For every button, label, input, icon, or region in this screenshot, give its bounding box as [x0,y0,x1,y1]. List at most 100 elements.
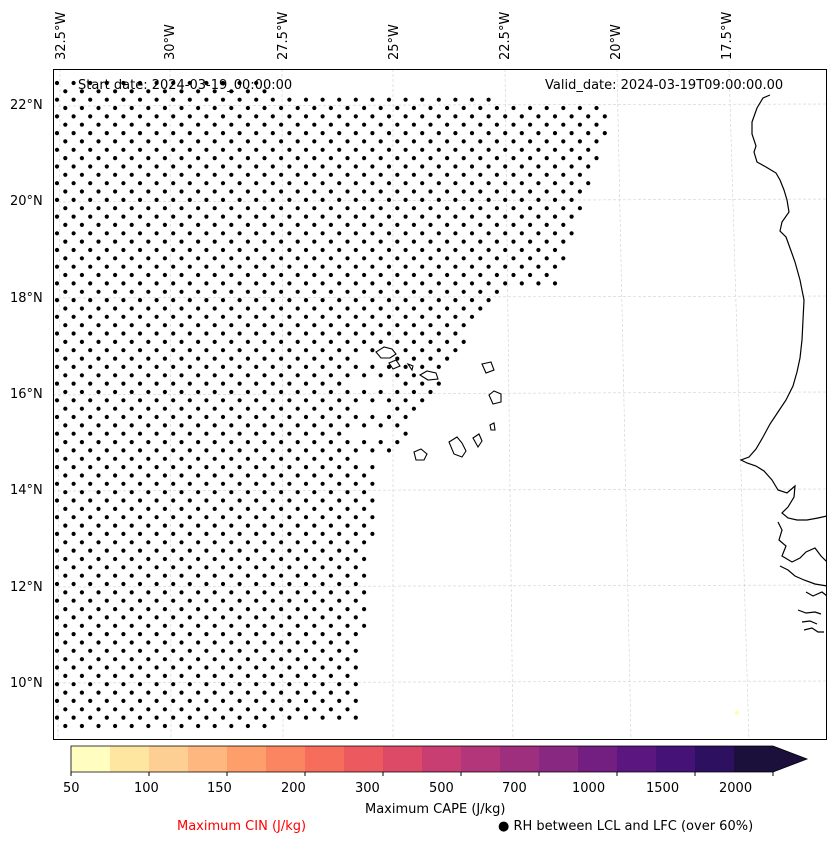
rh-dot [270,665,275,670]
rh-dot [196,272,201,278]
rh-dot [162,156,167,161]
rh-dot [312,239,317,244]
rh-dot [63,122,68,127]
rh-dot [353,715,358,720]
rh-dot [378,389,383,395]
rh-dot [113,707,118,712]
rh-dot [362,222,367,227]
rh-dot [88,231,93,236]
rh-dot [79,339,84,344]
rh-dot [279,590,284,595]
rh-dot [229,456,234,461]
rh-dot [63,406,68,411]
rh-dot [146,456,151,461]
rh-dot [320,615,325,620]
rh-dot [79,657,84,662]
rh-dot [229,89,234,94]
cbar-tick-label: 500 [429,781,454,796]
rh-dot [96,339,101,344]
rh-dot [362,189,367,194]
rh-dot [245,506,250,511]
rh-dot [212,105,217,111]
rh-dot [312,222,317,227]
rh-dot [171,348,176,353]
rh-dot [220,114,226,119]
rh-dot [96,573,101,578]
rh-dot [137,181,143,186]
rh-dot [328,389,333,395]
rh-dot [519,281,524,286]
rh-dot [270,465,275,470]
rh-dot [461,239,466,244]
rh-dot [279,323,284,328]
rh-dot [378,206,383,211]
rh-dot [220,515,226,520]
rh-dot [212,222,217,227]
rh-dot [79,206,84,211]
rh-dot [71,214,76,219]
rh-dot [254,114,259,119]
rh-dot [187,281,192,286]
rh-dot [262,540,267,545]
rh-dot [403,97,408,102]
rh-dot [79,239,84,244]
rh-dot [279,206,284,211]
rh-dot [478,222,483,227]
colorbar-extend-arrow [773,746,807,772]
rh-dot [121,281,126,286]
rh-dot [71,515,76,520]
rh-dot [279,122,284,127]
rh-dot [79,473,84,478]
rh-dot [270,448,275,453]
rh-dot [146,657,151,662]
rh-dot [104,648,109,653]
rh-dot [88,314,93,319]
rh-dot [337,331,342,336]
rh-dot [320,114,325,119]
rh-dot [179,272,184,278]
rh-dot [478,156,483,161]
rh-dot [561,139,566,144]
rh-dot [262,456,267,461]
rh-dot [312,523,317,528]
rh-dot [362,523,367,528]
rh-dot [113,440,118,445]
rh-dot [229,373,234,378]
rh-dot [96,690,101,695]
rh-dot [428,272,433,278]
rh-dot [54,80,60,86]
rh-dot [204,364,209,369]
rh-dot [79,590,84,595]
rh-dot [254,581,259,587]
cbar-tick-label: 2000 [719,781,753,796]
rh-dot [104,698,109,704]
rh-dot [428,139,433,144]
rh-dot [287,247,292,253]
rh-dot [295,473,300,478]
rh-dot [345,206,350,211]
rh-dot [154,581,159,587]
colorbar-segment [188,746,228,772]
rh-dot [88,414,93,420]
rh-dot [262,590,267,595]
rh-dot [121,264,126,269]
rh-dot [229,607,234,612]
rh-dot [469,264,475,269]
rh-dot [536,197,541,202]
rh-dot [88,448,93,453]
rh-dot [287,264,292,269]
rh-dot [179,540,184,545]
rh-dot [362,139,367,144]
rh-dot [137,715,143,720]
rh-dot [436,214,441,219]
rh-dot [237,498,242,503]
rh-dot [96,306,101,311]
rh-dot [220,531,226,537]
rh-dot [154,565,159,570]
rh-dot [146,239,151,244]
rh-dot [262,423,267,428]
rh-dot [113,306,118,311]
rh-dot [436,164,441,169]
rh-dot [279,657,284,662]
rh-dot [79,406,84,411]
